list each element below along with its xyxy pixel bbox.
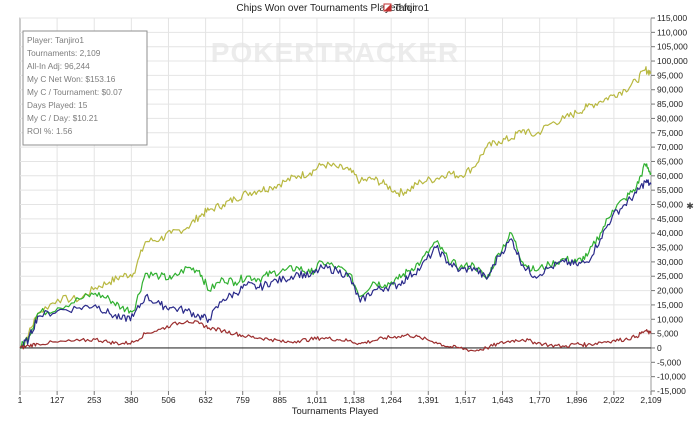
series-layer (19, 66, 652, 352)
info-roi: ROI %: 1.56 (27, 126, 73, 136)
y-tick-label: 85,000 (657, 99, 683, 109)
player-flag-icon (383, 3, 392, 12)
x-axis: 1 127 253 380 506 632 759 885 1,011 1,138 1,264 1,3… (18, 391, 662, 405)
info-box-frame (22, 30, 148, 146)
series-line-3 (19, 179, 652, 349)
info-box: Player: Tanjiro1 Tournaments: 2,109 All-… (22, 30, 148, 146)
x-tick-label: 506 (161, 395, 175, 405)
y-tick-label: 80,000 (657, 113, 683, 123)
x-tick-label: 1,770 (529, 395, 551, 405)
y-tick-label: 15,000 (657, 300, 683, 310)
y-axis: 115,000 110,000 105,000 100,000 95,000 90,000… (651, 13, 688, 396)
chart-title-player: Tanjiro1 (394, 3, 429, 14)
x-tick-label: 2,109 (640, 395, 662, 405)
series-line-4 (19, 320, 652, 352)
info-tournaments: Tournaments: 2,109 (27, 48, 101, 58)
x-tick-label: 1,138 (343, 395, 365, 405)
x-tick-label: 127 (50, 395, 64, 405)
watermark: POKERTRACKER (211, 37, 459, 68)
y-tick-label: -5,000 (657, 357, 681, 367)
x-tick-label: 885 (273, 395, 287, 405)
y-tick-label: 25,000 (657, 271, 683, 281)
y-tick-label: 40,000 (657, 228, 683, 238)
y-tick-label: 30,000 (657, 257, 683, 267)
y-tick-label: -10,000 (657, 372, 686, 382)
y-tick-label: 20,000 (657, 286, 683, 296)
x-axis-label: Tournaments Played (292, 406, 379, 417)
y-tick-label: 65,000 (657, 156, 683, 166)
y-tick-label: 75,000 (657, 128, 683, 138)
y-tick-label: 115,000 (657, 13, 687, 23)
y-tick-label: 105,000 (657, 42, 688, 52)
x-tick-label: 632 (198, 395, 212, 405)
y-tick-label: 50,000 (657, 200, 683, 210)
x-tick-label: 380 (124, 395, 138, 405)
chart-title-text: Chips Won over Tournaments Played for (236, 3, 416, 14)
info-per-day: My C / Day: $10.21 (27, 113, 98, 123)
y-tick-label: 95,000 (657, 70, 683, 80)
x-tick-label: 1,391 (418, 395, 440, 405)
y-tick-label: 35,000 (657, 243, 683, 253)
info-net-won: My C Net Won: $153.16 (27, 74, 116, 84)
y-tick-label: 5,000 (657, 329, 679, 339)
info-allin-adj: All-In Adj: 96,244 (27, 61, 90, 71)
x-tick-label: 2,022 (603, 395, 625, 405)
x-tick-label: 1,264 (381, 395, 403, 405)
series-line-1 (19, 66, 652, 349)
right-edge-marker-icon: ✱ (686, 201, 694, 211)
y-tick-label: 0 (657, 343, 662, 353)
x-tick-label: 1,643 (492, 395, 514, 405)
y-tick-label: 10,000 (657, 314, 683, 324)
x-tick-label: 253 (87, 395, 101, 405)
y-tick-label: 55,000 (657, 185, 683, 195)
info-days-played: Days Played: 15 (27, 100, 88, 110)
y-tick-label: 70,000 (657, 142, 683, 152)
x-tick-label: 759 (236, 395, 250, 405)
x-tick-label: 1,896 (566, 395, 588, 405)
chart-title: Chips Won over Tournaments Played for Ta… (236, 3, 429, 14)
info-per-tournament: My C / Tournament: $0.07 (27, 87, 123, 97)
x-tick-label: 1,517 (455, 395, 477, 405)
y-tick-label: 45,000 (657, 214, 683, 224)
y-tick-label: 100,000 (657, 56, 688, 66)
y-tick-label: 60,000 (657, 171, 683, 181)
series-line-2 (19, 163, 652, 349)
x-tick-label: 1,011 (307, 395, 328, 405)
x-tick-label: 1 (18, 395, 23, 405)
y-tick-label: 90,000 (657, 85, 683, 95)
y-tick-label: -15,000 (657, 386, 686, 396)
y-tick-label: 110,000 (657, 27, 687, 37)
info-player: Player: Tanjiro1 (27, 35, 84, 45)
